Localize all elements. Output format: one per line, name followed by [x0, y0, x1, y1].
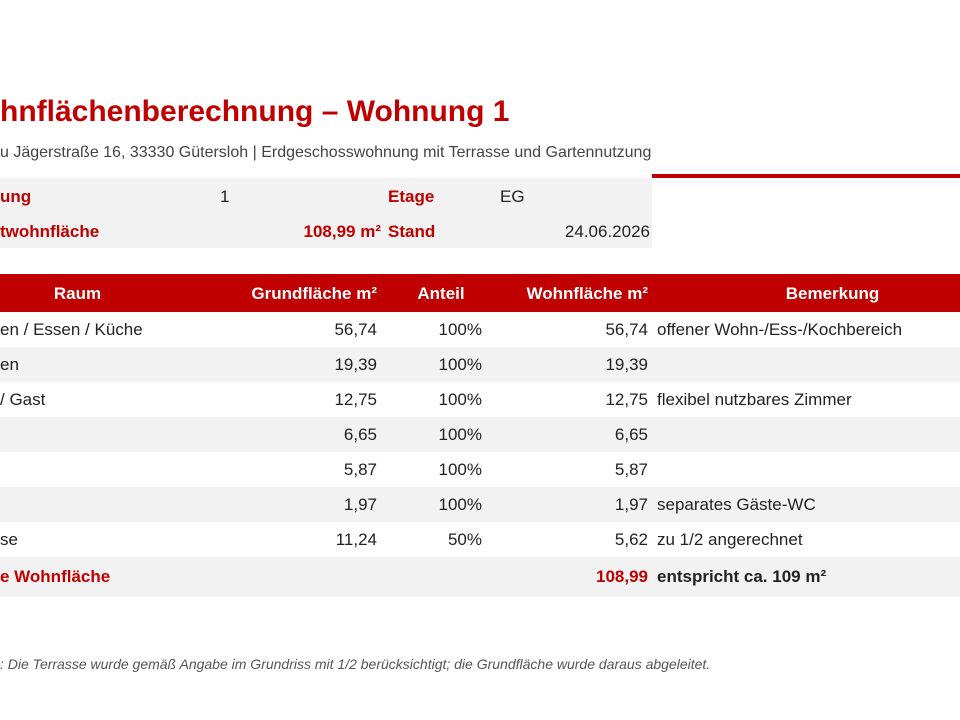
column-header: Grundfläche m²: [251, 284, 377, 303]
total-note: entspricht ca. 109 m²: [657, 567, 827, 586]
cell: 5,62: [614, 530, 648, 549]
subtitle: u Jägerstraße 16, 33330 Gütersloh | Erdg…: [0, 144, 652, 161]
cell: flexibel nutzbares Zimmer: [657, 390, 852, 409]
info-label: ung: [0, 187, 32, 206]
cell: 12,75: [605, 390, 648, 409]
cell: 56,74: [334, 320, 377, 339]
cell: 1,97: [614, 495, 648, 514]
cell: separates Gäste-WC: [657, 495, 816, 514]
cell: 100%: [438, 390, 482, 409]
cell: en: [0, 355, 19, 374]
total-bg: [0, 557, 960, 597]
title: hnflächenberechnung – Wohnung 1: [0, 95, 510, 128]
column-header: Anteil: [417, 284, 465, 303]
cell: 100%: [438, 495, 482, 514]
info-box: [0, 178, 652, 248]
info-value: 1: [220, 187, 230, 206]
info-value: EG: [500, 187, 525, 206]
cell: 100%: [438, 320, 482, 339]
cell: en / Essen / Küche: [0, 320, 143, 339]
total-label: e Wohnfläche: [0, 567, 111, 586]
cell: 56,74: [605, 320, 648, 339]
row-bg: [0, 417, 960, 452]
cell: 6,65: [614, 425, 648, 444]
cell: 100%: [438, 460, 482, 479]
footnote: : Die Terrasse wurde gemäß Angabe im Gru…: [0, 656, 711, 672]
cell: zu 1/2 angerechnet: [657, 530, 803, 549]
cell: 1,97: [343, 495, 377, 514]
rule: [652, 174, 960, 178]
column-header: Raum: [53, 284, 102, 303]
cell: 11,24: [335, 530, 377, 549]
info-value: 108,99 m²: [303, 222, 382, 241]
table-header: [0, 274, 960, 312]
cell: se: [0, 530, 18, 549]
cell: 50%: [447, 530, 482, 549]
row-bg: [0, 487, 960, 522]
cell: 100%: [438, 355, 482, 374]
cell: 100%: [438, 425, 482, 444]
row-bg: [0, 347, 960, 382]
info-label: Stand: [388, 222, 436, 241]
total-value: 108,99: [596, 567, 648, 586]
info-value: 24.06.2026: [564, 222, 650, 241]
cell: 5,87: [614, 460, 648, 479]
info-label: twohnfläche: [0, 222, 100, 241]
cell: 6,65: [343, 425, 377, 444]
cell: 19,39: [334, 355, 377, 374]
column-header: Wohnfläche m²: [526, 284, 648, 303]
column-header: Bemerkung: [785, 284, 880, 303]
cell: offener Wohn-/Ess-/Kochbereich: [657, 320, 903, 339]
cell: 19,39: [605, 355, 648, 374]
info-label: Etage: [388, 187, 435, 206]
cell: 5,87: [343, 460, 377, 479]
cell: / Gast: [0, 390, 46, 409]
cell: 12,75: [334, 390, 377, 409]
